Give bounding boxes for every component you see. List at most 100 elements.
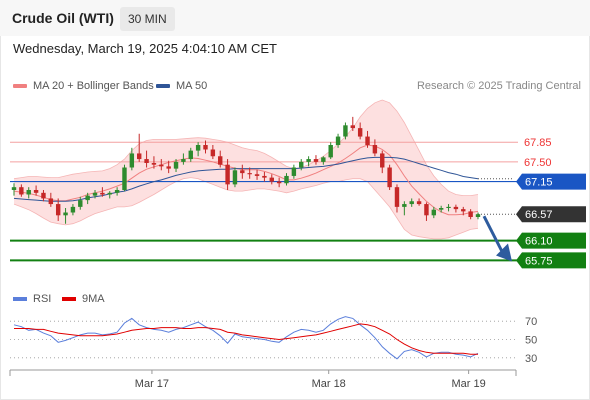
rsi-ma-line — [14, 323, 478, 355]
candle-body — [328, 145, 333, 158]
level-tag-66.57 — [516, 206, 586, 223]
bb-lower-line — [13, 177, 479, 240]
candle-body — [218, 156, 223, 165]
candle-body — [159, 164, 164, 167]
candle-body — [78, 200, 83, 207]
candle-body — [313, 159, 319, 162]
candle-body — [70, 206, 76, 213]
rsi-tick-50: 50 — [525, 335, 537, 347]
candle-body — [402, 204, 407, 207]
rsi-line — [13, 316, 479, 360]
forecast-arrow-head — [496, 243, 512, 262]
candle-body — [475, 214, 481, 217]
level-tag-67.15 — [516, 173, 586, 190]
candle-body — [461, 209, 466, 212]
candle-body — [416, 201, 422, 205]
legend-ma20-label: MA 20 + Bollinger Bands — [33, 80, 154, 92]
candle-body — [55, 204, 61, 216]
level-label-67.85: 67.85 — [524, 137, 552, 149]
candle-body — [188, 150, 193, 160]
candle-body — [225, 164, 230, 185]
candle-body — [276, 181, 282, 184]
candle-body — [63, 212, 68, 216]
candle-body — [306, 159, 311, 162]
candle-body — [372, 145, 378, 154]
level-label-66.57: 66.57 — [525, 209, 553, 221]
candle-body — [321, 157, 326, 162]
candle-body — [453, 206, 459, 210]
candle-body — [380, 153, 385, 168]
candle-body — [240, 170, 245, 174]
rsi-legend-swatch — [13, 297, 27, 301]
candle-body — [26, 190, 31, 195]
level-label-66.10: 66.10 — [525, 236, 553, 248]
forecast-arrow-line — [482, 215, 504, 253]
interval-badge[interactable]: 30 MIN — [120, 7, 175, 31]
candle-body — [48, 198, 54, 205]
candle-body — [394, 187, 400, 207]
candle-body — [129, 153, 135, 168]
candle-body — [210, 149, 216, 157]
candle-body — [387, 167, 392, 188]
candle-body — [11, 187, 17, 190]
candle-body — [85, 195, 90, 201]
candle-body — [19, 187, 24, 195]
instrument-title: Crude Oil (WTI) — [12, 10, 114, 26]
ma50-swatch — [156, 84, 170, 89]
candle-body — [173, 161, 179, 169]
candle-body — [262, 175, 267, 178]
candle-body — [41, 192, 46, 199]
rsi-ma-legend-swatch — [62, 297, 76, 301]
candle-body — [446, 206, 451, 208]
candle-body — [335, 136, 341, 145]
research-credit: Research © 2025 Trading Central — [416, 80, 581, 92]
candle-body — [144, 159, 149, 163]
chart-header: Crude Oil (WTI) 30 MIN — [0, 0, 590, 36]
x-label-Mar 18: Mar 18 — [312, 378, 346, 390]
candle-body — [107, 192, 112, 195]
candle-body — [284, 175, 289, 184]
legend-ma50: MA 50 — [156, 80, 207, 92]
ma20-line — [13, 144, 479, 216]
candle-body — [424, 204, 429, 216]
candle-body — [92, 192, 98, 196]
bb-upper-line — [13, 99, 479, 196]
rsi-ma-legend-label: 9MA — [82, 293, 105, 305]
candle-body — [114, 190, 120, 193]
candle-body — [269, 177, 274, 182]
rsi-legend-label: RSI — [33, 293, 51, 305]
candle-body — [468, 211, 473, 217]
candle-body — [299, 161, 304, 168]
candle-body — [151, 163, 157, 165]
candle-body — [431, 209, 437, 216]
datetime-label: Wednesday, March 19, 2025 4:04:10 AM CET — [13, 41, 277, 56]
candle-body — [100, 192, 105, 195]
candle-body — [195, 145, 201, 151]
candle-body — [166, 166, 171, 169]
candle-body — [232, 170, 238, 185]
x-label-Mar 17: Mar 17 — [135, 378, 169, 390]
level-label-67.15: 67.15 — [525, 177, 553, 189]
candle-body — [343, 125, 348, 137]
candle-body — [409, 201, 414, 205]
candle-body — [254, 174, 260, 176]
candle-body — [350, 125, 356, 129]
candle-body — [181, 159, 186, 162]
ma20-swatch — [13, 84, 27, 89]
candle-body — [247, 173, 252, 175]
candle-body — [365, 136, 370, 145]
ma50-line — [13, 156, 479, 202]
level-tag-66.10 — [516, 232, 586, 249]
candle-body — [122, 167, 127, 190]
candle-body — [203, 145, 208, 150]
x-label-Mar 19: Mar 19 — [452, 378, 486, 390]
candle-body — [33, 190, 39, 193]
candle-body — [438, 208, 444, 210]
rsi-tick-30: 30 — [525, 353, 537, 365]
legend-ma20-bb: MA 20 + Bollinger Bands — [13, 80, 154, 92]
candle-body — [136, 153, 142, 160]
legend-ma50-label: MA 50 — [176, 80, 208, 92]
level-label-67.50: 67.50 — [524, 157, 552, 169]
level-label-65.75: 65.75 — [525, 255, 553, 267]
